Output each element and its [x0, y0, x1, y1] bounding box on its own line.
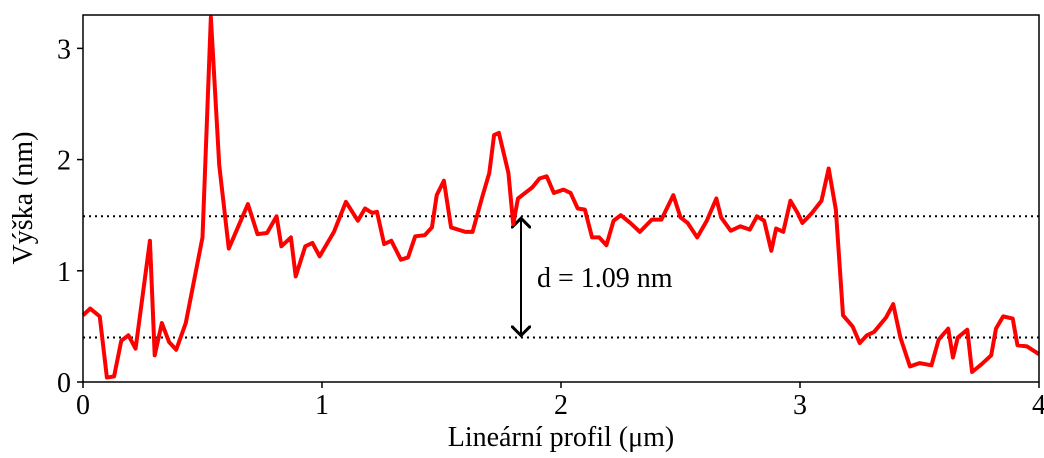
x-tick-label: 4 — [1032, 390, 1044, 421]
x-tick-label: 2 — [554, 390, 568, 421]
annotation: d = 1.09 nm — [537, 263, 673, 294]
x-axis-label: Lineární profil (μm) — [448, 422, 675, 453]
plot-frame — [82, 14, 1040, 383]
y-tick-label: 3 — [57, 34, 71, 65]
y-tick-label: 1 — [57, 257, 71, 288]
data-line — [81, 15, 1041, 380]
x-tick-label: 3 — [793, 390, 807, 421]
y-tick-label: 2 — [57, 146, 71, 177]
x-tick-label: 0 — [76, 390, 90, 421]
y-axis-label: Výška (nm) — [8, 132, 39, 265]
x-tick-label: 1 — [315, 390, 329, 421]
y-tick-label: 0 — [57, 368, 71, 399]
